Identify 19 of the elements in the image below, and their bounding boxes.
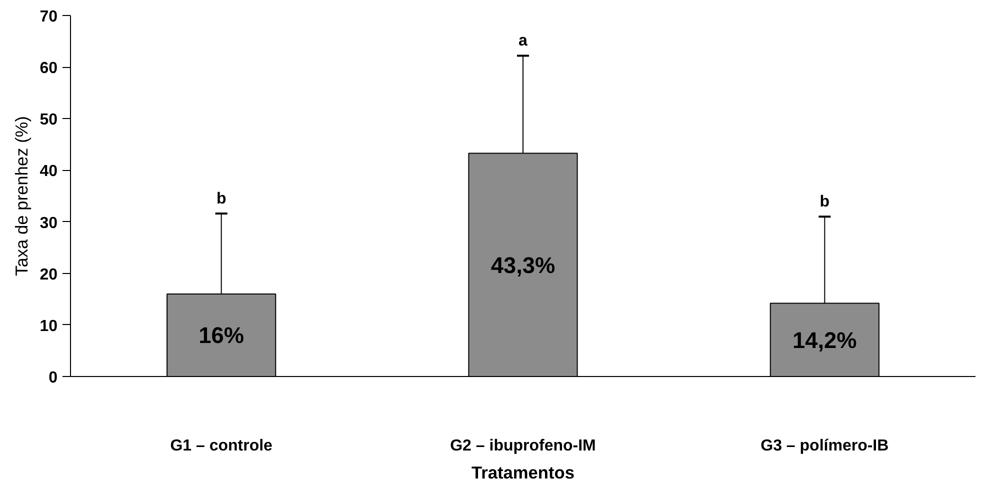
y-tick-label: 0 bbox=[48, 370, 58, 386]
annotation: b bbox=[216, 190, 226, 208]
y-tick-label: 40 bbox=[40, 163, 58, 180]
annotation: b bbox=[820, 194, 830, 211]
annotation: a bbox=[518, 32, 528, 50]
y-tick-label: 60 bbox=[40, 60, 58, 78]
x-axis-title: Tratamentos bbox=[471, 462, 575, 482]
x-tick-label: G3 – polímero-IB bbox=[760, 438, 889, 454]
y-tick-label: 50 bbox=[40, 112, 58, 129]
data-label: 43,3% bbox=[490, 252, 556, 278]
data-label: 14,2% bbox=[792, 326, 857, 353]
y-tick-label: 10 bbox=[40, 318, 58, 335]
y-tick-label: 20 bbox=[40, 266, 58, 284]
data-label: 16% bbox=[198, 322, 244, 348]
y-axis-title: Taxa de prenhez (%) bbox=[12, 116, 32, 276]
x-tick-label: G2 – ibuprofeno-IM bbox=[450, 438, 596, 454]
y-tick-label: 30 bbox=[40, 214, 58, 232]
y-tick-label: 70 bbox=[40, 8, 58, 26]
x-tick-label: G1 – controle bbox=[170, 438, 273, 454]
